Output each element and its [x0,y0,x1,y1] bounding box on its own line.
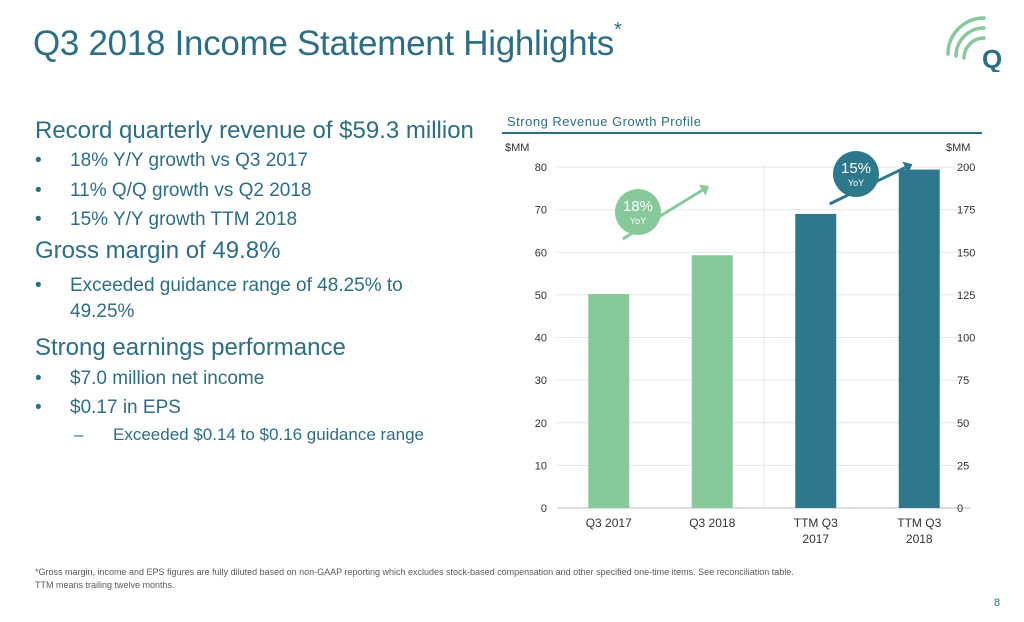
left-tick-label: 80 [535,162,547,174]
left-tick-label: 20 [535,418,547,430]
growth-annotation-q3-arrowhead [698,184,710,196]
section-heading: Strong earnings performance [35,334,346,361]
chart-title-rule [502,132,982,134]
left-tick-label: 50 [535,290,547,302]
right-tick-label: 75 [957,375,969,387]
bar [588,294,630,508]
left-tick-label: 30 [535,375,547,387]
page-title: Q3 2018 Income Statement Highlights* [33,19,622,63]
page-number: 8 [994,597,1001,609]
revenue-bar-chart: $MM $MM 0 10 20 30 40 50 60 70 80 0 25 50 75 100 125 150 1… [505,142,975,546]
chart-title: Strong Revenue Growth Profile [507,114,702,129]
right-axis-unit: $MM [946,142,970,154]
section-heading: Record quarterly revenue of $59.3 millio… [35,117,474,144]
left-tick-label: 0 [541,503,547,515]
right-tick-label: 150 [957,247,975,259]
bar [898,169,940,508]
bullet-item: • 18% Y/Y growth vs Q3 2017 [35,150,309,171]
growth-annotation-ttm-badge [833,151,879,197]
left-tick-label: 60 [535,247,547,259]
right-tick-label: 25 [957,460,969,472]
sub-bullet-item: – Exceeded $0.14 to $0.16 guidance range [74,425,424,444]
growth-annotation-ttm-sub: YoY [848,178,864,188]
growth-annotation-ttm-arrowhead [902,161,913,174]
bullet-item: • $7.0 million net income [35,368,265,389]
bullet-item: • 11% Q/Q growth vs Q2 2018 [35,180,312,201]
q-signal-logo-icon: Q [946,16,1002,72]
right-tick-label: 125 [957,290,975,302]
logo-letter: Q [982,44,1002,72]
x-tick-label: TTM Q3 [897,516,941,530]
growth-annotation-q3-sub: YoY [630,216,646,226]
x-tick-label: 2018 [906,532,933,546]
x-tick-label: 2017 [802,532,829,546]
bullet-item: • Exceeded guidance range of 48.25% to 49… [35,275,403,322]
left-axis-unit: $MM [505,142,529,154]
right-tick-label: 0 [957,503,963,515]
bar [795,213,837,508]
x-tick-label: Q3 2017 [586,516,632,530]
x-tick-label: TTM Q3 [794,516,838,530]
bullet-item: • 15% Y/Y growth TTM 2018 [35,209,298,230]
bullet-item: • $0.17 in EPS [35,397,181,418]
x-tick-label: Q3 2018 [689,516,735,530]
right-tick-label: 100 [957,333,975,345]
growth-annotation-q3-badge [615,189,661,235]
growth-annotation-ttm-pct: 15% [841,160,871,177]
section-heading: Gross margin of 49.8% [35,237,281,264]
left-tick-label: 10 [535,460,547,472]
growth-annotation-q3-pct: 18% [623,198,653,215]
right-tick-label: 50 [957,418,969,430]
right-tick-label: 200 [957,162,975,174]
left-tick-label: 40 [535,333,547,345]
bar [691,255,733,508]
left-tick-label: 70 [535,205,547,217]
footnote: *Gross margin, income and EPS figures ar… [35,567,794,590]
right-tick-label: 175 [957,205,975,217]
